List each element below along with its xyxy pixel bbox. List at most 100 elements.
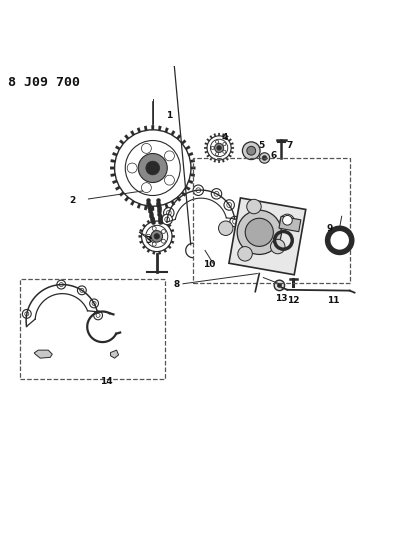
Circle shape (215, 140, 218, 143)
Circle shape (152, 242, 156, 246)
Text: 8 J09 700: 8 J09 700 (8, 76, 80, 88)
Polygon shape (170, 241, 174, 244)
Text: 7: 7 (286, 141, 292, 150)
Circle shape (245, 218, 273, 246)
Circle shape (164, 151, 174, 161)
Polygon shape (228, 198, 305, 275)
Circle shape (214, 143, 223, 152)
Polygon shape (204, 142, 207, 145)
Circle shape (273, 280, 284, 290)
Polygon shape (146, 220, 150, 224)
Polygon shape (225, 157, 228, 160)
Circle shape (192, 185, 203, 196)
Polygon shape (139, 241, 142, 244)
Circle shape (164, 175, 174, 185)
Bar (192, 158, 349, 282)
Text: 13: 13 (274, 294, 287, 303)
Circle shape (161, 230, 165, 233)
Polygon shape (110, 173, 115, 176)
Polygon shape (213, 159, 215, 162)
Polygon shape (222, 159, 224, 162)
Polygon shape (144, 205, 147, 210)
Polygon shape (172, 235, 174, 238)
Circle shape (77, 286, 86, 295)
Polygon shape (115, 186, 120, 190)
Polygon shape (34, 350, 52, 358)
Circle shape (215, 152, 218, 156)
Polygon shape (124, 134, 129, 140)
Text: 11: 11 (326, 296, 339, 305)
Polygon shape (163, 220, 166, 224)
Polygon shape (230, 142, 233, 145)
Text: 10: 10 (203, 260, 215, 269)
Polygon shape (188, 180, 193, 184)
Circle shape (146, 161, 159, 175)
Circle shape (141, 183, 151, 192)
Circle shape (277, 284, 281, 287)
Polygon shape (144, 126, 147, 131)
Text: 9: 9 (326, 224, 332, 233)
Circle shape (152, 227, 156, 230)
Polygon shape (228, 139, 231, 141)
Polygon shape (158, 126, 161, 131)
Polygon shape (158, 205, 161, 210)
Polygon shape (158, 251, 161, 254)
Polygon shape (222, 134, 224, 136)
Circle shape (146, 235, 150, 238)
Circle shape (237, 247, 252, 261)
Circle shape (223, 200, 234, 210)
Circle shape (93, 311, 102, 320)
Polygon shape (206, 139, 209, 141)
Polygon shape (152, 251, 155, 254)
Polygon shape (152, 219, 155, 222)
Circle shape (138, 154, 167, 182)
Polygon shape (110, 350, 118, 358)
Polygon shape (168, 224, 171, 227)
Polygon shape (190, 173, 194, 176)
Text: 2: 2 (69, 196, 75, 205)
Polygon shape (170, 229, 174, 232)
Polygon shape (137, 127, 140, 133)
Circle shape (229, 216, 240, 227)
Polygon shape (204, 147, 207, 149)
Polygon shape (112, 152, 117, 156)
Polygon shape (130, 131, 134, 135)
Circle shape (270, 239, 284, 254)
Polygon shape (151, 125, 154, 130)
Polygon shape (231, 147, 233, 149)
Polygon shape (138, 235, 141, 238)
Polygon shape (164, 204, 168, 208)
Polygon shape (146, 249, 150, 253)
Bar (20, 279, 164, 379)
Text: 14: 14 (100, 377, 113, 385)
Polygon shape (185, 186, 190, 190)
Polygon shape (115, 146, 120, 150)
Circle shape (151, 231, 162, 242)
Circle shape (211, 147, 214, 149)
Polygon shape (110, 167, 114, 169)
Polygon shape (139, 229, 142, 232)
Polygon shape (190, 167, 195, 169)
Polygon shape (151, 206, 154, 211)
Circle shape (279, 214, 294, 229)
Polygon shape (230, 151, 233, 154)
Polygon shape (124, 197, 129, 201)
Polygon shape (188, 152, 193, 156)
Circle shape (211, 189, 221, 199)
Circle shape (163, 208, 174, 218)
Polygon shape (142, 224, 145, 227)
Circle shape (218, 221, 233, 236)
Circle shape (89, 299, 98, 308)
Polygon shape (168, 245, 171, 249)
Polygon shape (142, 245, 145, 249)
Text: 3: 3 (145, 236, 152, 245)
Circle shape (222, 150, 225, 154)
Circle shape (246, 199, 261, 214)
Circle shape (154, 233, 159, 239)
Polygon shape (228, 155, 231, 157)
Polygon shape (204, 151, 207, 154)
Polygon shape (206, 155, 209, 157)
Text: 1: 1 (165, 111, 172, 120)
Polygon shape (209, 157, 212, 160)
Circle shape (246, 146, 255, 155)
